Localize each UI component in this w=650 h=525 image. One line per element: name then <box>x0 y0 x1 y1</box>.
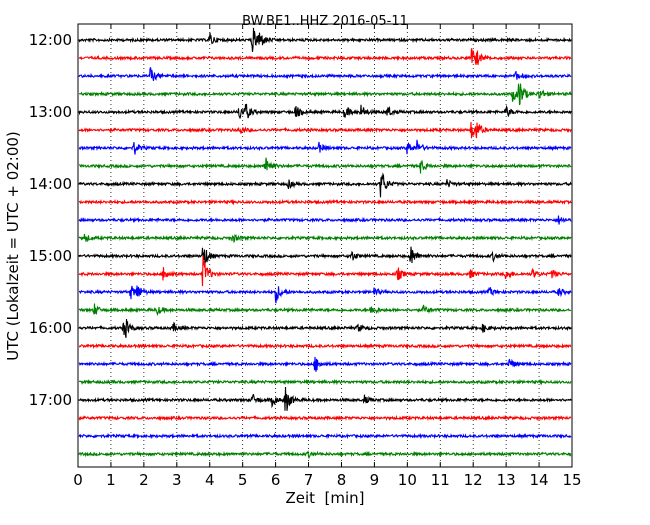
x-tick-label: 15 <box>562 471 581 489</box>
seismogram-trace <box>78 172 572 198</box>
seismogram-trace <box>78 246 572 264</box>
y-tick-label: 15:00 <box>29 247 72 265</box>
seismogram-trace <box>78 122 572 139</box>
seismogram-trace <box>78 387 572 411</box>
x-tick-label: 1 <box>106 471 116 489</box>
x-tick-label: 5 <box>238 471 248 489</box>
seismogram-trace <box>78 157 572 174</box>
y-axis-label: UTC (Lokalzeit = UTC + 02:00) <box>4 131 22 361</box>
x-tick-label: 7 <box>304 471 314 489</box>
seismogram-trace <box>78 198 572 206</box>
seismogram-trace <box>78 318 572 338</box>
seismogram-traces <box>78 27 572 460</box>
x-axis-ticks: 0 1 2 3 4 5 6 7 8 9 10 11 12 13 14 15 <box>73 24 582 489</box>
seismogram-trace <box>78 450 572 460</box>
x-tick-label: 10 <box>398 471 417 489</box>
seismogram-trace <box>78 255 572 287</box>
x-tick-label: 2 <box>139 471 149 489</box>
x-tick-label: 11 <box>431 471 450 489</box>
seismogram-trace <box>78 139 572 155</box>
chart-title: BW.BE1..HHZ 2016-05-11 <box>242 14 408 29</box>
seismogram-trace <box>78 378 572 386</box>
x-tick-label: 0 <box>73 471 83 489</box>
seismogram-trace <box>78 48 572 66</box>
x-tick-label: 14 <box>530 471 549 489</box>
y-tick-label: 17:00 <box>29 391 72 409</box>
seismogram-trace <box>79 83 572 106</box>
seismogram-trace <box>78 285 572 304</box>
x-tick-label: 3 <box>172 471 182 489</box>
y-tick-label: 13:00 <box>29 103 72 121</box>
seismogram-trace <box>78 233 572 244</box>
seismogram-trace <box>78 215 572 225</box>
plot-frame <box>77 23 573 468</box>
x-axis-label: Zeit [min] <box>285 489 364 507</box>
y-tick-label: 12:00 <box>29 31 72 49</box>
y-tick-label: 14:00 <box>29 175 72 193</box>
seismogram-trace <box>78 27 572 52</box>
y-axis-ticks: 12:00 13:00 14:00 15:00 16:00 17:00 <box>29 31 572 409</box>
x-tick-label: 6 <box>271 471 281 489</box>
seismogram-trace <box>78 432 572 440</box>
seismogram-trace <box>78 342 572 350</box>
seismogram-trace <box>78 356 572 372</box>
seismogram-trace <box>78 67 572 81</box>
y-tick-label: 16:00 <box>29 319 72 337</box>
x-tick-label: 9 <box>370 471 380 489</box>
x-tick-label: 13 <box>497 471 516 489</box>
x-tick-label: 4 <box>205 471 215 489</box>
x-tick-label: 8 <box>337 471 347 489</box>
seismogram-trace <box>78 414 572 422</box>
seismogram-trace <box>78 303 572 317</box>
seismogram-trace <box>78 103 572 119</box>
x-tick-label: 12 <box>464 471 483 489</box>
